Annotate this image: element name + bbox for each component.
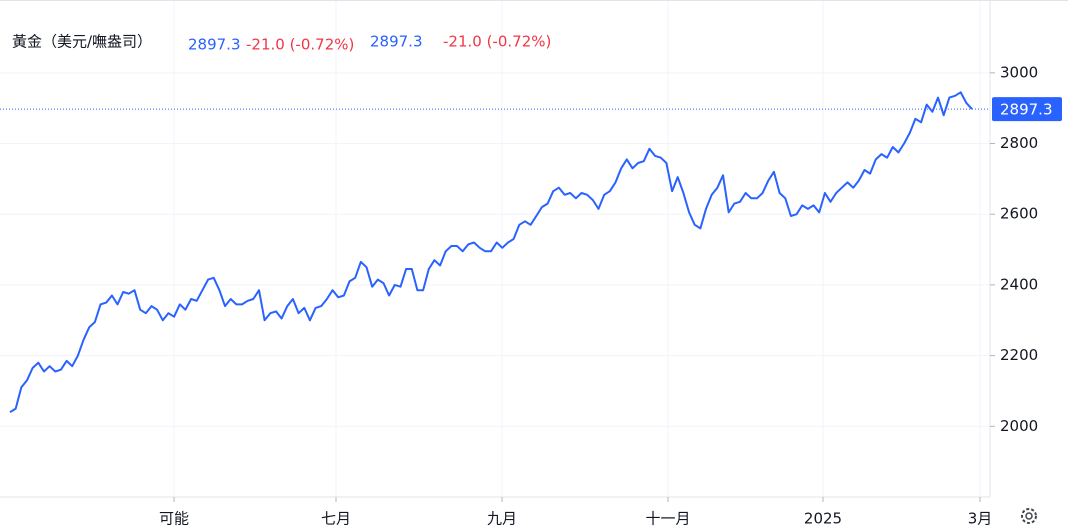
y-tick-label: 2800 — [1000, 134, 1038, 152]
y-tick-label: 2000 — [1000, 417, 1038, 435]
settings-icon[interactable] — [1021, 508, 1037, 524]
x-tick-label: 九月 — [487, 510, 517, 528]
x-tick-label: 3月 — [968, 510, 993, 528]
y-tick-label: 2600 — [1000, 205, 1038, 223]
chart-title: 黃金（美元/嘸盎司） — [12, 33, 152, 51]
price-line — [9, 91, 973, 414]
y-tick-label: 2200 — [1000, 346, 1038, 364]
x-tick-label: 十一月 — [645, 510, 690, 528]
last-price: 2897.3 — [370, 33, 423, 51]
gear-inner[interactable] — [1025, 512, 1033, 520]
y-tick-label: 3000 — [1000, 63, 1038, 81]
x-tick-label: 可能 — [159, 510, 189, 528]
x-tick-label: 2025 — [804, 510, 842, 528]
y-tick-label: 2400 — [1000, 275, 1038, 293]
price-change: -21.0 (-0.72%) — [246, 36, 354, 54]
price-change: -21.0 (-0.72%) — [443, 33, 551, 51]
gear-outer[interactable] — [1021, 508, 1037, 524]
last-price: 2897.3 — [188, 36, 241, 54]
x-tick-label: 七月 — [321, 510, 351, 528]
last-price-label: 2897.3 — [1000, 101, 1053, 119]
last-price-box — [992, 97, 1062, 122]
header: 黃金（美元/嘸盎司） 2897.3 -21.0 (-0.72%) 2897.3 … — [12, 33, 551, 54]
